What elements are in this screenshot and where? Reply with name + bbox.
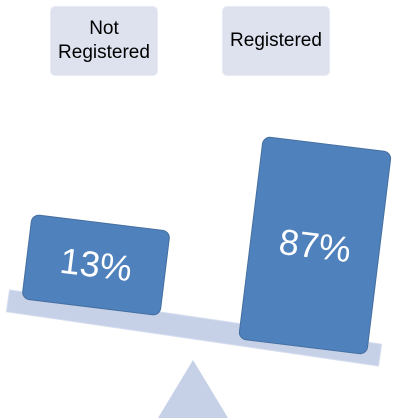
- label-box: Not Registered: [50, 6, 158, 76]
- beam: [5, 289, 383, 367]
- weight-box: 13%: [21, 213, 171, 317]
- weight-box: 87%: [237, 135, 393, 356]
- label-box: Registered: [222, 6, 330, 76]
- fulcrum: [158, 360, 228, 418]
